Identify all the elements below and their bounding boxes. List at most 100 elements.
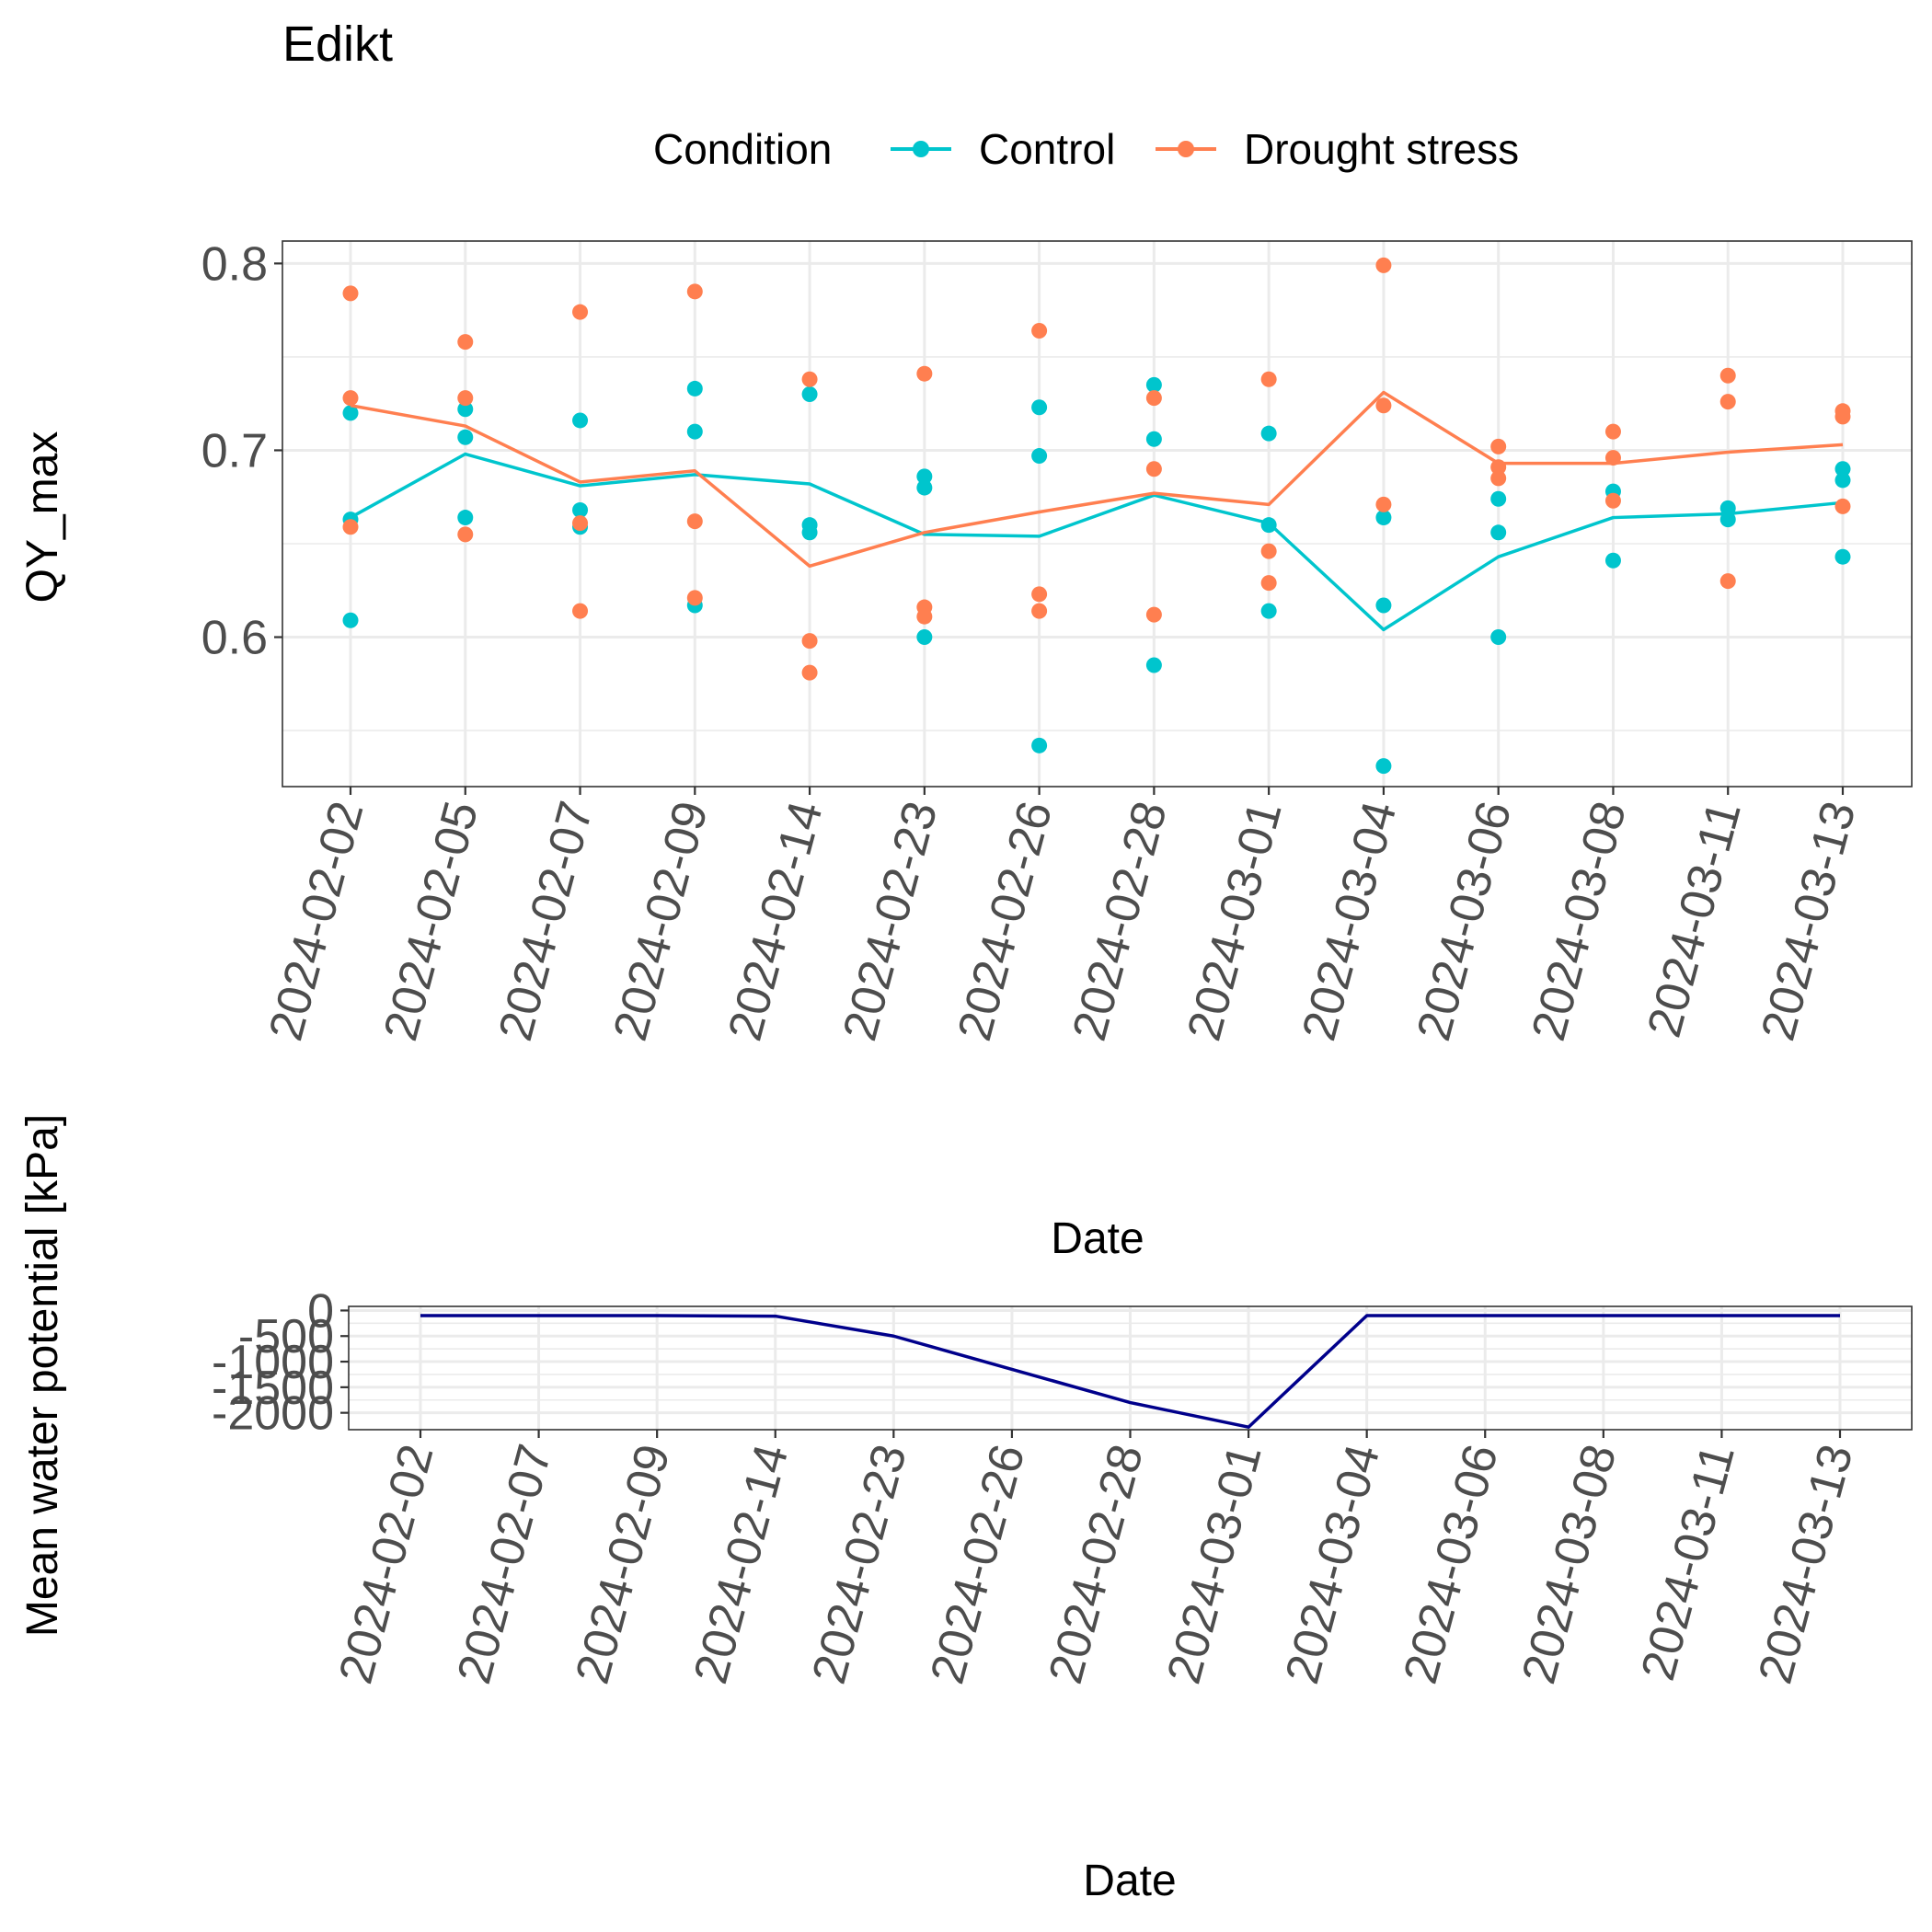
data-point <box>1146 461 1162 477</box>
legend-drought-dot <box>1178 141 1194 157</box>
data-point <box>343 519 359 535</box>
legend-control-label: Control <box>979 125 1115 173</box>
data-point <box>457 430 473 445</box>
x-tick-label: 2024-02-09 <box>604 796 719 1046</box>
y-tick-label: 0.6 <box>201 612 268 665</box>
data-point <box>457 334 473 350</box>
data-point <box>1835 408 1851 424</box>
data-point <box>1261 426 1277 442</box>
data-point <box>1146 390 1162 406</box>
data-point <box>1375 598 1391 614</box>
legend-title: Condition <box>653 125 832 173</box>
data-point <box>1031 604 1047 619</box>
data-point <box>343 390 359 406</box>
x-tick-label: 2024-03-06 <box>1394 1439 1509 1689</box>
data-point <box>1835 472 1851 488</box>
data-point <box>916 609 932 625</box>
data-point <box>687 513 703 529</box>
x-tick-label: 2024-02-28 <box>1063 796 1178 1046</box>
bottom-x-axis-title: Date <box>1083 1857 1176 1905</box>
x-tick-label: 2024-03-01 <box>1157 1439 1272 1689</box>
data-point <box>802 633 818 649</box>
x-tick-label: 2024-03-13 <box>1749 1439 1864 1689</box>
data-point <box>1720 394 1736 409</box>
data-point <box>343 613 359 628</box>
data-point <box>1146 431 1162 447</box>
data-point <box>1605 493 1621 509</box>
x-tick-label: 2024-03-04 <box>1275 1439 1390 1689</box>
data-point <box>1031 323 1047 339</box>
data-point <box>572 412 588 428</box>
x-tick-label: 2024-03-06 <box>1407 796 1522 1046</box>
data-point <box>1031 448 1047 464</box>
legend-item-drought: Drought stress <box>1156 125 1519 173</box>
data-point <box>1261 517 1277 533</box>
data-point <box>1490 524 1506 540</box>
data-point <box>1261 604 1277 619</box>
data-point <box>572 305 588 320</box>
legend: Condition Control Drought stress <box>653 125 1519 173</box>
legend-item-control: Control <box>891 125 1115 173</box>
plot-title: Edikt <box>282 17 393 72</box>
data-point <box>687 424 703 440</box>
data-point <box>802 386 818 402</box>
data-point <box>572 604 588 619</box>
data-point <box>457 510 473 525</box>
data-point <box>1261 544 1277 559</box>
series-control <box>343 377 1851 774</box>
data-point <box>1490 629 1506 645</box>
x-tick-label: 2024-02-07 <box>489 796 604 1046</box>
x-tick-label: 2024-03-04 <box>1293 796 1408 1046</box>
x-tick-label: 2024-02-23 <box>802 1439 917 1689</box>
x-tick-label: 2024-02-28 <box>1039 1439 1154 1689</box>
x-tick-label: 2024-03-13 <box>1752 796 1867 1046</box>
data-point <box>1720 573 1736 589</box>
x-tick-label: 2024-02-02 <box>329 1439 444 1689</box>
x-tick-label: 2024-03-11 <box>1638 796 1752 1042</box>
data-point <box>1375 758 1391 774</box>
data-point <box>1720 368 1736 384</box>
data-point <box>916 366 932 382</box>
data-point <box>1146 657 1162 673</box>
y-tick-label: 0.8 <box>201 237 268 291</box>
data-point <box>457 390 473 406</box>
data-point <box>1261 372 1277 387</box>
data-point <box>1835 549 1851 565</box>
data-point <box>802 665 818 681</box>
data-point <box>1835 499 1851 514</box>
data-point <box>916 629 932 645</box>
legend-drought-label: Drought stress <box>1244 125 1519 173</box>
data-point <box>687 590 703 605</box>
y-tick-label: 0 <box>307 1284 334 1338</box>
x-tick-label: 2024-02-09 <box>566 1439 681 1689</box>
series-drought <box>343 258 1851 681</box>
data-point <box>802 372 818 387</box>
data-point <box>1605 424 1621 440</box>
data-point <box>343 285 359 301</box>
x-tick-label: 2024-03-01 <box>1178 796 1293 1046</box>
x-tick-label: 2024-03-08 <box>1512 1439 1627 1689</box>
data-point <box>916 480 932 496</box>
x-tick-label: 2024-02-05 <box>374 796 489 1046</box>
x-tick-label: 2024-02-14 <box>684 1439 799 1689</box>
data-point <box>1490 439 1506 454</box>
data-point <box>1261 575 1277 591</box>
data-point <box>1490 491 1506 507</box>
data-point <box>1031 738 1047 753</box>
data-point <box>1031 399 1047 415</box>
x-tick-label: 2024-02-23 <box>834 796 949 1046</box>
data-point <box>1146 607 1162 623</box>
x-tick-label: 2024-02-07 <box>447 1439 562 1689</box>
x-tick-label: 2024-02-02 <box>259 796 374 1046</box>
data-point <box>1375 397 1391 413</box>
data-point <box>1605 450 1621 466</box>
top-y-axis-title: QY_max <box>18 431 67 604</box>
x-tick-label: 2024-03-11 <box>1631 1439 1745 1685</box>
data-point <box>1375 258 1391 273</box>
y-tick-label: 0.7 <box>201 424 268 477</box>
x-tick-label: 2024-02-26 <box>921 1439 1036 1689</box>
data-point <box>1605 553 1621 569</box>
data-point <box>572 515 588 531</box>
